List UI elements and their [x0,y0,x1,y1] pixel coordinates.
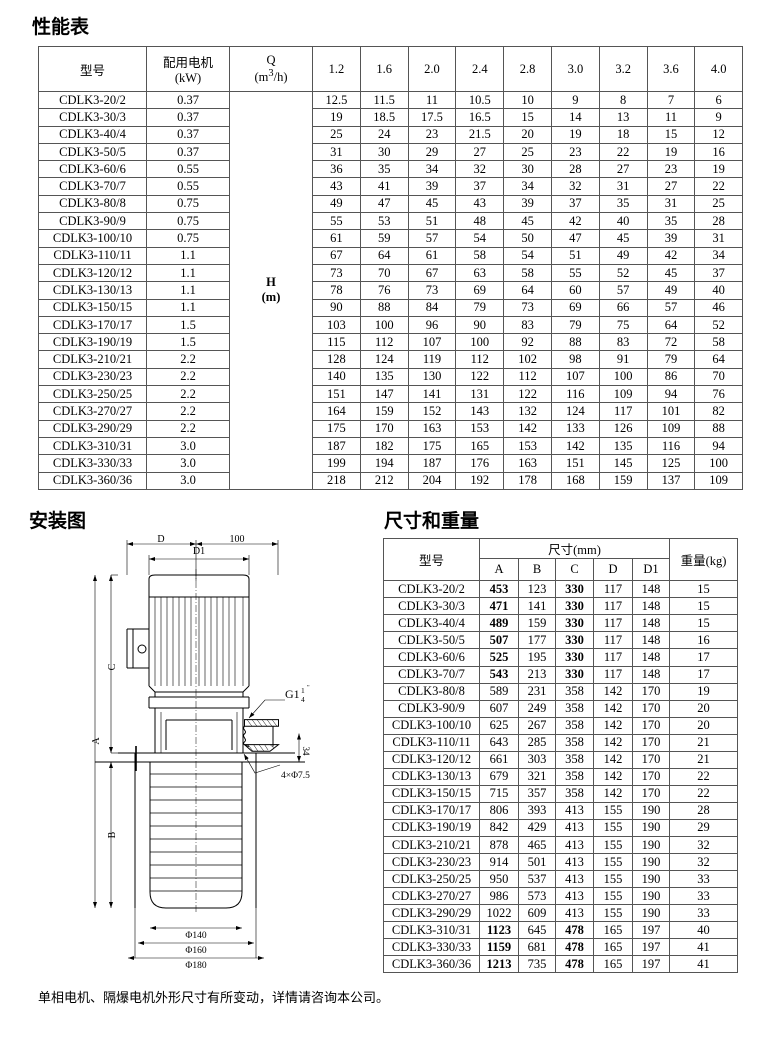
svg-text:B: B [107,831,118,838]
svg-text:": " [307,684,310,691]
svg-text:Φ160: Φ160 [185,946,206,956]
svg-text:G1: G1 [285,687,300,701]
svg-text:4: 4 [301,695,305,704]
svg-text:34: 34 [301,747,311,757]
svg-text:D1: D1 [193,546,205,557]
svg-text:4×Φ7.5: 4×Φ7.5 [281,771,310,781]
svg-text:D: D [157,534,164,545]
svg-text:1: 1 [301,686,305,695]
svg-text:100: 100 [230,534,245,545]
svg-text:Φ180: Φ180 [185,961,206,971]
svg-text:A: A [91,737,102,745]
svg-text:Φ140: Φ140 [185,931,206,941]
svg-text:C: C [107,663,118,670]
